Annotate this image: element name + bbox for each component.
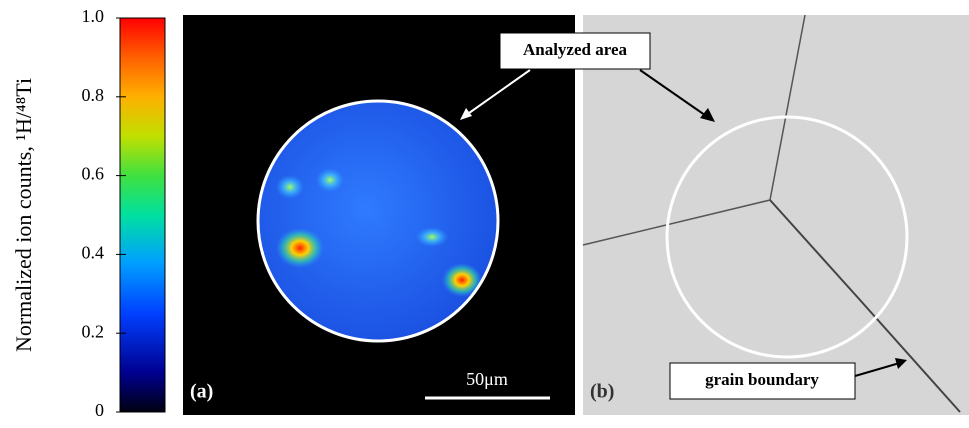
figure: Normalized ion counts, ¹H/⁴⁸Ti 0 0.2 0.4 0.… [0, 0, 969, 423]
annotation: grain boundary [705, 370, 819, 389]
tick-label: 1.0 [82, 6, 105, 26]
colorbar-label: Normalized ion counts, ¹H/⁴⁸Ti [11, 78, 36, 352]
colorbar [120, 18, 165, 412]
hotspot [316, 168, 344, 192]
hotspot [416, 227, 448, 247]
hotspot [276, 175, 304, 199]
tick-label: 0.2 [82, 321, 105, 341]
panel-label: (b) [590, 381, 614, 403]
tick-label: 0.4 [82, 243, 105, 263]
scale-bar-label: 50μm [466, 369, 508, 389]
tick-label: 0.8 [82, 85, 105, 105]
panel-label: (a) [190, 381, 213, 403]
annotation: Analyzed area [523, 40, 628, 59]
tick-label: 0.6 [82, 164, 105, 184]
tick-label: 0 [95, 400, 104, 420]
hotspot [276, 228, 324, 268]
